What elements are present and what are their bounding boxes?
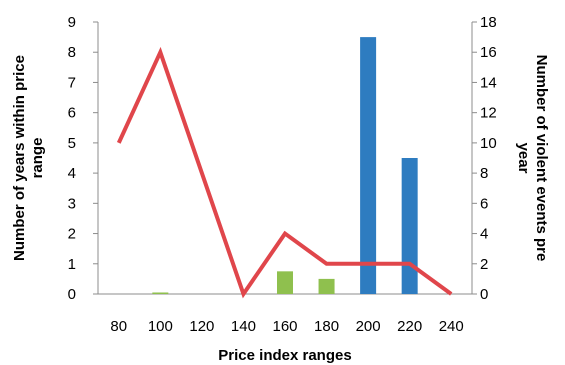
left-tick-label: 9 [68,14,76,31]
left-tick-label: 1 [68,256,76,273]
right-tick-label: 14 [480,74,497,91]
right-tick-label: 18 [480,14,497,31]
x-tick-label: 240 [439,318,464,335]
bar [277,271,293,294]
right-tick-label: 8 [480,165,488,182]
axes [93,21,477,295]
bars [152,37,418,294]
bar [360,37,377,294]
right-tick-label: 10 [480,135,497,152]
right-tick-label: 6 [480,195,488,212]
right-tick-label: 0 [480,286,488,303]
right-tick-label: 4 [480,226,488,243]
x-tick-label: 180 [314,318,339,335]
left-tick-label: 6 [68,105,76,122]
x-tick-label: 200 [356,318,381,335]
axis-titles: Price index ranges Number of years within… [11,55,550,364]
left-tick-label: 3 [68,195,76,212]
line-series [116,46,453,299]
x-tick-label: 140 [231,318,256,335]
right-tick-label: 12 [480,105,497,122]
right-tick-label: 2 [480,256,488,273]
x-tick-label: 80 [110,318,127,335]
left-axis-title-line-1: Number of years within price [11,55,28,261]
left-tick-label: 0 [68,286,76,303]
x-tick-label: 220 [397,318,422,335]
left-tick-label: 4 [68,165,76,182]
left-tick-label: 2 [68,226,76,243]
right-tick-label: 16 [480,44,497,61]
x-tick-label: 160 [272,318,297,335]
left-tick-label: 7 [68,74,76,91]
line-series-path [116,46,453,299]
right-axis-title-line-2: year [515,143,532,174]
x-tick-label: 100 [148,318,173,335]
x-tick-label: 120 [189,318,214,335]
bar [401,158,418,294]
left-tick-label: 8 [68,44,76,61]
x-axis-title: Price index ranges [218,347,351,364]
right-axis-title-line-1: Number of violent events pre [533,55,550,262]
bar [152,292,169,294]
left-tick-label: 5 [68,135,76,152]
bar [318,278,335,294]
left-axis-title-line-2: range [29,138,46,179]
